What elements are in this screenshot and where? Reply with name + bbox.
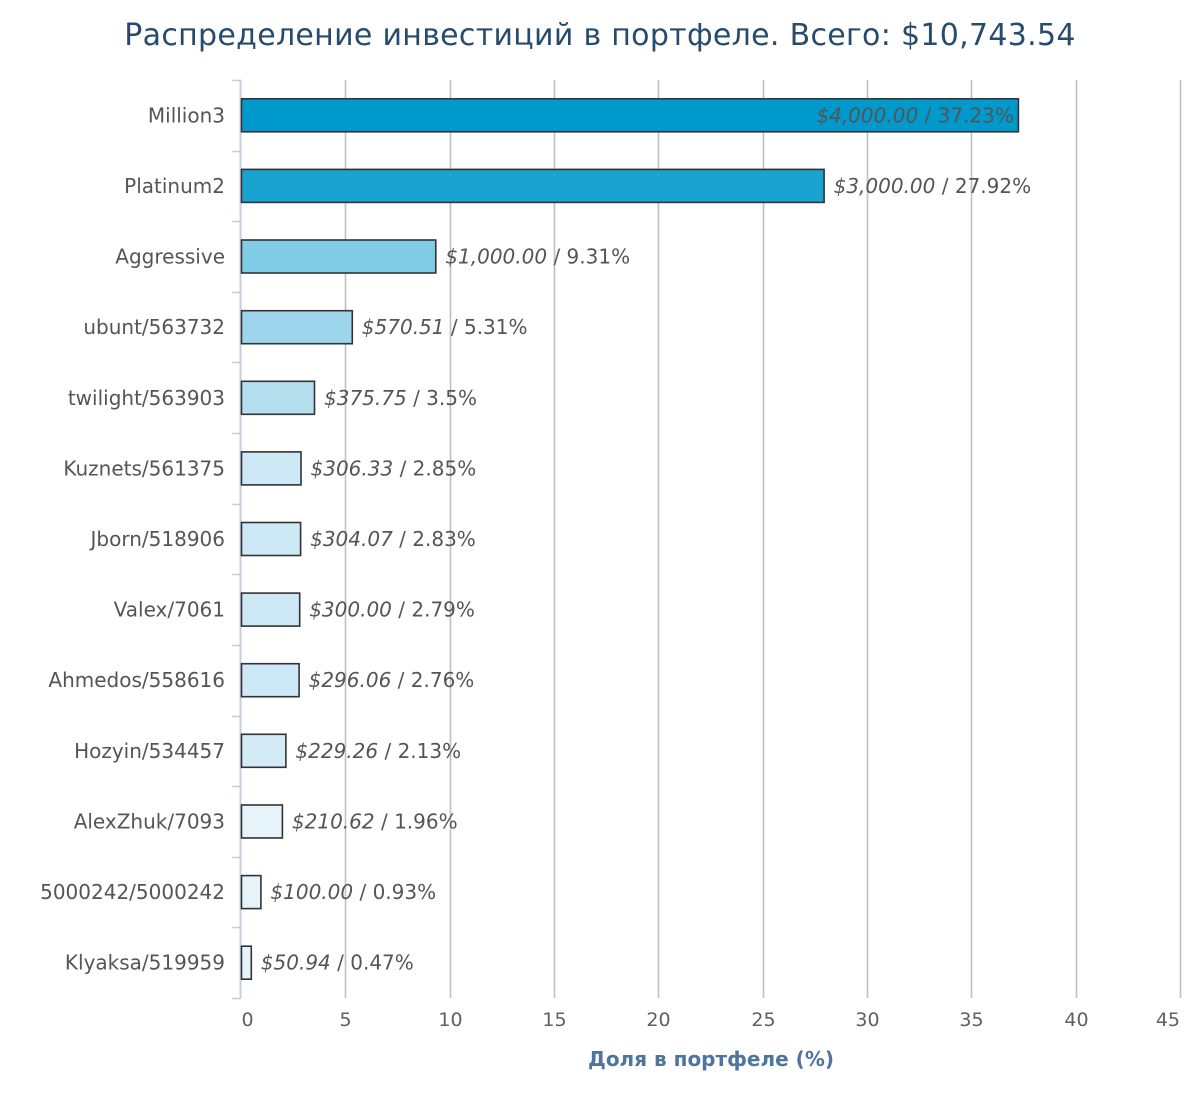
category-label: 5000242/5000242 bbox=[40, 880, 225, 904]
data-label-amount: $306.33 bbox=[311, 456, 394, 480]
data-label-amount: $50.94 bbox=[261, 951, 331, 975]
x-tick-label: 30 bbox=[855, 1009, 879, 1031]
data-label-amount: $300.00 bbox=[309, 598, 392, 622]
x-tick-label: 10 bbox=[438, 1009, 462, 1031]
x-axis-title: Доля в портфеле (%) bbox=[588, 1047, 834, 1071]
bar-8 bbox=[240, 592, 301, 627]
bar-1 bbox=[240, 98, 1020, 133]
data-label: $50.94 / 0.47% bbox=[261, 951, 414, 975]
data-label: $3,000.00 / 27.92% bbox=[834, 174, 1032, 198]
data-label: $229.26 / 2.13% bbox=[295, 739, 461, 763]
bar-3 bbox=[240, 239, 437, 274]
category-label: twilight/563903 bbox=[68, 386, 225, 410]
bar-11 bbox=[240, 804, 284, 839]
data-label: $375.75 / 3.5% bbox=[324, 386, 477, 410]
data-label-amount: $570.51 bbox=[362, 315, 445, 339]
data-labels: $4,000.00 / 37.23% $3,000.00 / 27.92% $1,0… bbox=[261, 103, 1031, 974]
data-label: $100.00 / 0.93% bbox=[270, 880, 436, 904]
data-label: $306.33 / 2.85% bbox=[311, 456, 477, 480]
bars bbox=[240, 98, 1020, 981]
x-tick-label: 5 bbox=[339, 1009, 351, 1031]
data-label: $4,000.00 / 37.23% bbox=[816, 103, 1014, 127]
data-label: $570.51 / 5.31% bbox=[362, 315, 528, 339]
data-label-amount: $210.62 bbox=[292, 810, 375, 834]
bar-6 bbox=[240, 451, 302, 486]
data-label-percent: / 27.92% bbox=[935, 174, 1031, 198]
data-label-percent: / 2.83% bbox=[393, 527, 476, 551]
x-tick-label: 20 bbox=[646, 1009, 670, 1031]
data-label: $304.07 / 2.83% bbox=[310, 527, 476, 551]
data-label-amount: $304.07 bbox=[310, 527, 393, 551]
data-label-amount: $100.00 bbox=[270, 880, 353, 904]
data-label-percent: / 0.93% bbox=[353, 880, 436, 904]
data-label-percent: / 2.13% bbox=[378, 739, 461, 763]
x-axis-ticks: 0 5 10 15 20 25 30 35 40 45 bbox=[241, 1009, 1180, 1031]
data-label-amount: $3,000.00 bbox=[834, 174, 936, 198]
category-label: AlexZhuk/7093 bbox=[74, 810, 225, 834]
category-axis bbox=[232, 79, 242, 1000]
bar-9 bbox=[240, 662, 300, 698]
data-label: $210.62 / 1.96% bbox=[292, 810, 458, 834]
bar-4 bbox=[240, 309, 354, 345]
grid-lines bbox=[344, 80, 1182, 998]
data-label-percent: / 2.76% bbox=[391, 668, 474, 692]
data-label-percent: / 37.23% bbox=[918, 103, 1014, 127]
category-label: Klyaksa/519959 bbox=[65, 951, 225, 975]
data-label-amount: $229.26 bbox=[295, 739, 378, 763]
bar-10 bbox=[240, 733, 287, 769]
bar-5 bbox=[240, 380, 316, 416]
data-label-percent: / 5.31% bbox=[445, 315, 528, 339]
bar-2 bbox=[240, 168, 825, 204]
data-label-percent: / 0.47% bbox=[331, 951, 414, 975]
x-tick-label: 0 bbox=[241, 1009, 253, 1031]
data-label: $1,000.00 / 9.31% bbox=[445, 245, 630, 269]
x-tick-label: 45 bbox=[1156, 1009, 1180, 1031]
data-label: $296.06 / 2.76% bbox=[309, 668, 475, 692]
category-label: Jborn/518906 bbox=[89, 527, 225, 551]
data-label-amount: $1,000.00 bbox=[445, 245, 547, 269]
data-label: $300.00 / 2.79% bbox=[309, 598, 475, 622]
category-label: ubunt/563732 bbox=[83, 315, 225, 339]
data-label-percent: / 3.5% bbox=[407, 386, 477, 410]
bar-7 bbox=[240, 521, 302, 557]
data-label-percent: / 1.96% bbox=[375, 810, 458, 834]
data-label-amount: $4,000.00 bbox=[816, 103, 918, 127]
category-label: Ahmedos/558616 bbox=[48, 668, 225, 692]
data-label-percent: / 2.79% bbox=[392, 598, 475, 622]
category-label: Kuznets/561375 bbox=[63, 456, 225, 480]
category-label: Valex/7061 bbox=[114, 598, 225, 622]
x-tick-label: 25 bbox=[751, 1009, 775, 1031]
category-label: Hozyin/534457 bbox=[74, 739, 225, 763]
x-tick-label: 40 bbox=[1064, 1009, 1088, 1031]
category-label: Aggressive bbox=[115, 245, 225, 269]
category-labels: Million3 Platinum2 Aggressive ubunt/563732 t… bbox=[40, 103, 225, 974]
data-label-percent: / 9.31% bbox=[547, 245, 630, 269]
category-label: Platinum2 bbox=[124, 174, 225, 198]
data-label-amount: $375.75 bbox=[324, 386, 407, 410]
bar-12 bbox=[240, 874, 262, 910]
chart-title: Распределение инвестиций в портфеле. Все… bbox=[124, 18, 1076, 53]
x-tick-label: 15 bbox=[542, 1009, 566, 1031]
data-label-percent: / 2.85% bbox=[393, 456, 476, 480]
bar-13 bbox=[240, 945, 253, 981]
category-label: Million3 bbox=[148, 103, 225, 127]
data-label-amount: $296.06 bbox=[309, 668, 392, 692]
x-tick-label: 35 bbox=[959, 1009, 983, 1031]
